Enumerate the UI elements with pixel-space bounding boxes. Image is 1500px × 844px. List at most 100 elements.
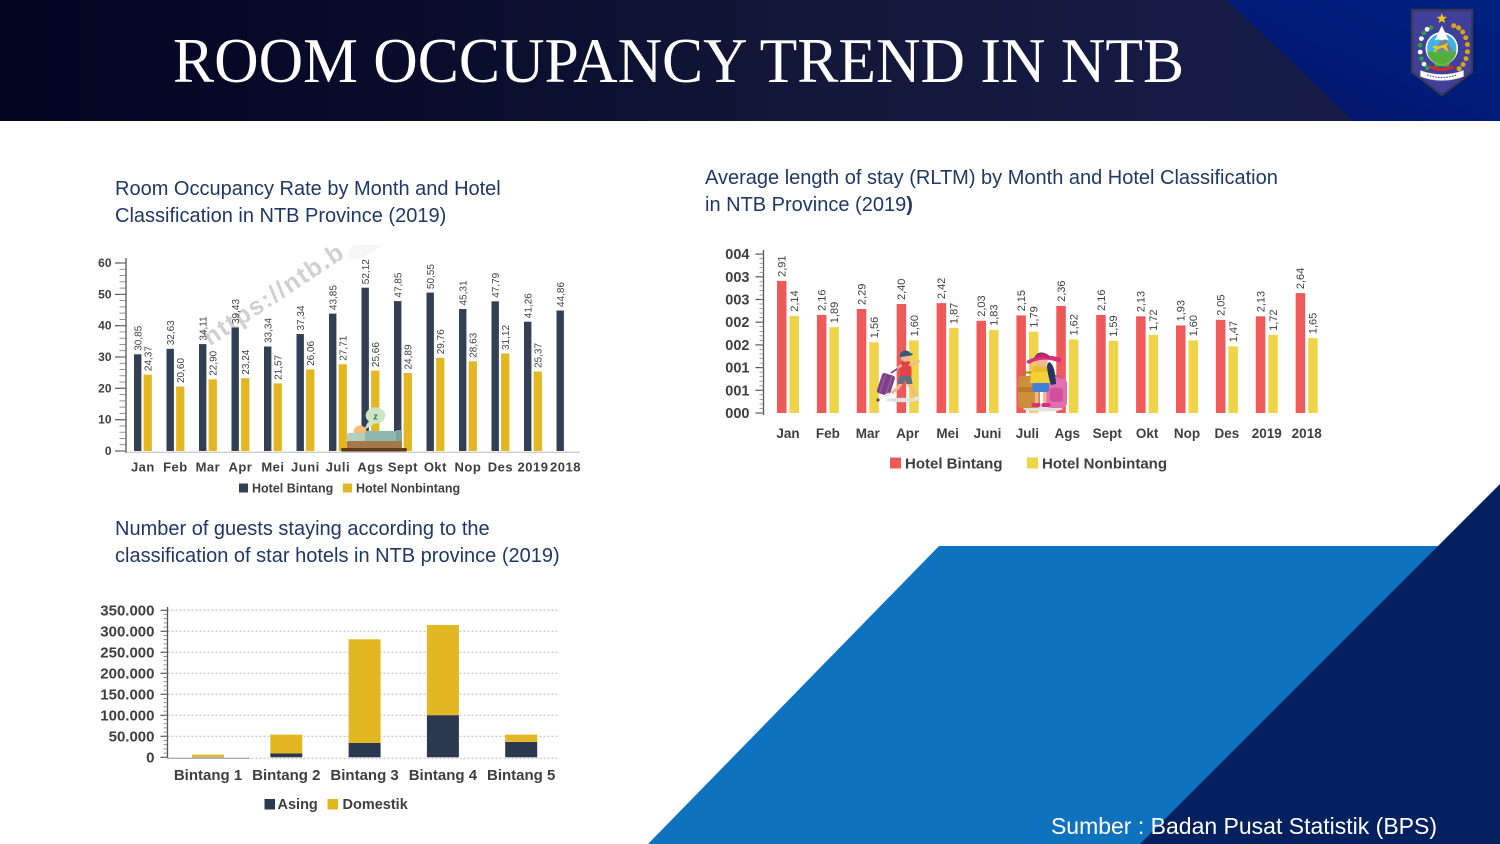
svg-text:001: 001: [725, 361, 749, 377]
svg-text:1,89: 1,89: [829, 302, 841, 323]
svg-text:Ags: Ags: [357, 460, 383, 475]
svg-text:001: 001: [725, 383, 749, 399]
svg-text:1,72: 1,72: [1148, 309, 1160, 330]
svg-text:2,16: 2,16: [816, 289, 828, 310]
svg-text:25,66: 25,66: [371, 342, 382, 367]
svg-text:Ags: Ags: [1055, 426, 1081, 441]
svg-text:Mei: Mei: [936, 426, 959, 441]
svg-text:1,83: 1,83: [989, 304, 1001, 325]
svg-text:Bintang 2: Bintang 2: [252, 767, 320, 784]
svg-text:2,03: 2,03: [976, 295, 988, 316]
svg-text:Nop: Nop: [455, 460, 482, 475]
svg-text:1,87: 1,87: [949, 303, 961, 324]
svg-text:2,42: 2,42: [936, 278, 948, 299]
svg-text:100.000: 100.000: [100, 707, 154, 724]
svg-text:Mei: Mei: [261, 460, 284, 475]
svg-text:Mar: Mar: [856, 426, 881, 441]
svg-text:250.000: 250.000: [100, 644, 154, 661]
svg-text:1,56: 1,56: [869, 317, 881, 338]
svg-text:Bintang 1: Bintang 1: [174, 767, 242, 784]
svg-text:50: 50: [98, 287, 112, 301]
svg-text:Okt: Okt: [1136, 426, 1159, 441]
svg-text:52,12: 52,12: [361, 259, 372, 284]
svg-text:10: 10: [98, 413, 112, 427]
svg-text:Bintang 3: Bintang 3: [330, 767, 398, 784]
svg-text:Hotel Nonbintang: Hotel Nonbintang: [356, 482, 460, 496]
svg-text:24,89: 24,89: [403, 344, 414, 369]
svg-text:40: 40: [98, 319, 112, 333]
svg-text:200.000: 200.000: [100, 665, 154, 682]
svg-text:2,40: 2,40: [896, 279, 908, 300]
svg-text:2,36: 2,36: [1056, 280, 1068, 301]
svg-text:31,12: 31,12: [501, 325, 512, 350]
svg-text:004: 004: [725, 247, 749, 263]
svg-text:Juni: Juni: [291, 460, 320, 475]
svg-text:Juli: Juli: [1016, 426, 1039, 441]
svg-text:z: z: [373, 412, 378, 423]
svg-text:37,34: 37,34: [296, 305, 307, 330]
svg-text:Hotel Bintang: Hotel Bintang: [905, 456, 1003, 473]
svg-text:29,76: 29,76: [436, 329, 447, 354]
svg-text:1,79: 1,79: [1029, 306, 1041, 327]
svg-text:Bintang 5: Bintang 5: [487, 767, 555, 784]
svg-text:23,24: 23,24: [241, 349, 252, 374]
svg-text:Juli: Juli: [326, 460, 350, 475]
svg-text:2019: 2019: [1252, 426, 1282, 441]
svg-text:26,06: 26,06: [306, 340, 317, 365]
svg-text:1,65: 1,65: [1308, 313, 1320, 334]
svg-text:2,13: 2,13: [1136, 291, 1148, 312]
svg-text:47,85: 47,85: [393, 272, 404, 297]
svg-text:Domestik: Domestik: [343, 797, 409, 813]
svg-text:2,14: 2,14: [789, 290, 801, 311]
svg-text:24,37: 24,37: [143, 346, 154, 371]
svg-text:21,57: 21,57: [273, 354, 284, 379]
svg-text:2,13: 2,13: [1255, 291, 1267, 312]
svg-text:Okt: Okt: [424, 460, 447, 475]
svg-text:22,90: 22,90: [208, 350, 219, 375]
svg-text:41,26: 41,26: [523, 293, 534, 318]
svg-text:Apr: Apr: [228, 460, 252, 475]
svg-text:Des: Des: [1215, 426, 1240, 441]
svg-text:300.000: 300.000: [100, 623, 154, 640]
svg-text:002: 002: [725, 315, 749, 331]
svg-text:2018: 2018: [1292, 426, 1323, 441]
svg-text:Feb: Feb: [816, 426, 840, 441]
svg-text:2,15: 2,15: [1016, 290, 1028, 311]
svg-text:44,86: 44,86: [556, 282, 567, 307]
svg-text:1,60: 1,60: [1188, 315, 1200, 336]
svg-text:25,37: 25,37: [533, 343, 544, 368]
svg-text:150.000: 150.000: [100, 686, 154, 703]
svg-text:Asing: Asing: [278, 797, 318, 813]
svg-text:350.000: 350.000: [100, 602, 154, 619]
svg-text:1,60: 1,60: [909, 315, 921, 336]
svg-text:0: 0: [105, 444, 112, 458]
svg-text:Des: Des: [488, 460, 513, 475]
svg-text:002: 002: [725, 338, 749, 354]
svg-text:Feb: Feb: [163, 460, 188, 475]
svg-text:30: 30: [98, 350, 112, 364]
svg-text:28,63: 28,63: [468, 332, 479, 357]
svg-text:60: 60: [98, 256, 112, 270]
svg-text:20,60: 20,60: [176, 358, 187, 383]
svg-text:20: 20: [98, 381, 112, 395]
svg-text:45,31: 45,31: [458, 280, 469, 305]
svg-text:Hotel Bintang: Hotel Bintang: [252, 482, 333, 496]
svg-text:43,85: 43,85: [328, 285, 339, 310]
svg-text:2019: 2019: [518, 460, 549, 475]
svg-text:003: 003: [725, 293, 749, 309]
svg-text:Sept: Sept: [388, 460, 418, 475]
svg-text:1,59: 1,59: [1108, 315, 1120, 336]
svg-text:32,63: 32,63: [166, 320, 177, 345]
svg-text:2,91: 2,91: [777, 255, 789, 276]
svg-text:1,47: 1,47: [1228, 321, 1240, 342]
svg-text:47,79: 47,79: [491, 272, 502, 297]
svg-text:2,29: 2,29: [856, 284, 868, 305]
svg-text:2,05: 2,05: [1216, 294, 1228, 315]
svg-text:Jan: Jan: [131, 460, 155, 475]
svg-text:33,34: 33,34: [263, 318, 274, 343]
svg-text:2018: 2018: [550, 460, 581, 475]
svg-text:1,62: 1,62: [1068, 314, 1080, 335]
svg-text:27,71: 27,71: [338, 335, 349, 360]
svg-text:39,43: 39,43: [231, 299, 242, 324]
svg-text:Bintang 4: Bintang 4: [409, 767, 478, 784]
